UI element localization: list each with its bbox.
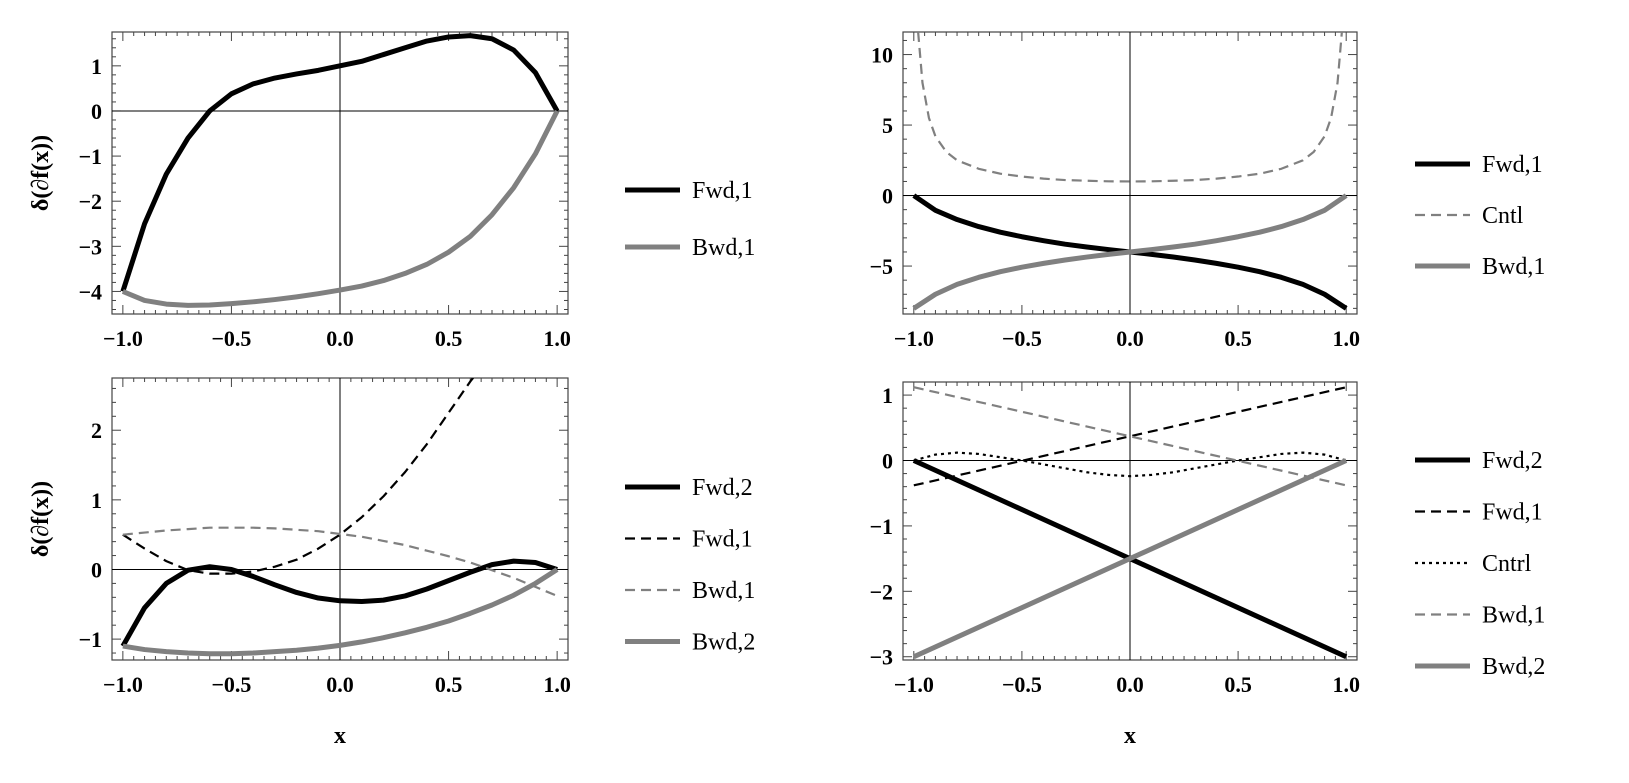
y-tick-label: −3: [869, 645, 893, 670]
series-group: [912, 32, 1348, 311]
x-tick-label: 1.0: [543, 672, 571, 697]
legend-label: Bwd,1: [1482, 603, 1545, 629]
x-tick-label: −0.5: [211, 672, 251, 697]
series-line-bwd-1: [121, 109, 560, 308]
y-tick-label: 1: [91, 488, 102, 513]
series-line-fwd-1: [122, 378, 475, 575]
y-tick-label: −1: [869, 514, 893, 539]
y-tick-label: 1: [882, 383, 893, 408]
series-line-fwd-1: [913, 386, 1347, 487]
series-line-bwd-1: [912, 193, 1348, 311]
series-group: [120, 378, 559, 657]
y-tick-label: 0: [91, 99, 102, 124]
y-tick-label: −2: [869, 579, 893, 604]
x-tick-label: −1.0: [103, 672, 143, 697]
series-group: [912, 386, 1348, 660]
legend-label: Fwd,1: [1482, 152, 1543, 178]
panel-top-right: −1.0 −0.5 0.0 0.5 1.0 −5 0 5 10 Fwd,1 Cntl Bwd,1: [869, 31, 1545, 351]
series-group: [120, 33, 560, 308]
x-tick-label: −0.5: [1002, 326, 1042, 351]
y-axis-title: δ(∂f(x)): [28, 135, 54, 211]
legend-label: Cntrl: [1482, 551, 1532, 577]
legend-label: Fwd,1: [692, 527, 753, 553]
y-tick-label: 0: [882, 448, 893, 473]
legend-label: Fwd,1: [1482, 500, 1543, 526]
legend-label: Bwd,1: [692, 578, 755, 604]
series-line-bwd-1: [122, 526, 558, 597]
series-line-bwd-1: [913, 386, 1347, 487]
legend-label: Fwd,1: [692, 178, 753, 204]
x-axis-title: x: [1124, 723, 1136, 749]
legend-label: Cntl: [1482, 203, 1524, 229]
x-tick-label: 1.0: [543, 326, 571, 351]
y-tick-label: 2: [91, 418, 102, 443]
y-tick-label: −5: [869, 254, 893, 279]
x-tick-label: 0.5: [1224, 326, 1252, 351]
panel-bottom-left: −1.0 −0.5 0.0 0.5 1.0 −1 0 1 2 δ(∂f(x)) x Fwd,2 Fwd,…: [28, 377, 755, 749]
y-tick-label: −2: [78, 189, 102, 214]
x-tick-label: 0.0: [1116, 326, 1144, 351]
x-axis-title: x: [334, 723, 346, 749]
panel-bottom-right: −1.0 −0.5 0.0 0.5 1.0 −3 −2 −1 0 1 x Fwd,2 Fwd,1 Cntr…: [869, 381, 1545, 749]
y-tick-label: −1: [78, 144, 102, 169]
legend-label: Fwd,2: [692, 475, 753, 501]
x-tick-label: 0.5: [1224, 672, 1252, 697]
x-tick-label: 0.5: [435, 326, 463, 351]
series-line-fwd-1: [120, 33, 560, 293]
series-line-cntrl: [913, 451, 1347, 478]
legend-label: Bwd,2: [692, 630, 755, 656]
legend-label: Bwd,1: [692, 235, 755, 261]
series-line-fwd-2: [120, 558, 558, 648]
x-tick-label: −1.0: [894, 672, 934, 697]
y-tick-label: −4: [78, 279, 102, 304]
panel-top-left: −1.0 −0.5 0.0 0.5 1.0 −4 −3 −2 −1 0 1 δ(∂f(x)) Fwd,1…: [28, 31, 755, 351]
series-line-bwd-2: [912, 458, 1348, 660]
y-tick-label: −1: [78, 627, 102, 652]
series-line-cntl: [917, 32, 1343, 183]
x-tick-label: 0.0: [326, 326, 354, 351]
x-tick-label: 0.5: [435, 672, 463, 697]
y-tick-label: 0: [91, 557, 102, 582]
legend-label: Bwd,2: [1482, 654, 1545, 680]
y-tick-label: 0: [882, 184, 893, 209]
series-line-bwd-2: [122, 567, 559, 657]
x-tick-label: −1.0: [103, 326, 143, 351]
x-tick-label: 1.0: [1332, 326, 1360, 351]
x-tick-label: −0.5: [1002, 672, 1042, 697]
x-tick-label: 1.0: [1332, 672, 1360, 697]
y-tick-label: 1: [91, 54, 102, 79]
y-tick-label: 5: [882, 113, 893, 138]
legend-label: Bwd,1: [1482, 254, 1545, 280]
y-axis-title: δ(∂f(x)): [28, 481, 54, 557]
y-tick-label: −3: [78, 234, 102, 259]
x-tick-label: −0.5: [211, 326, 251, 351]
legend-label: Fwd,2: [1482, 448, 1543, 474]
x-tick-label: 0.0: [326, 672, 354, 697]
x-tick-label: −1.0: [894, 326, 934, 351]
y-tick-label: 10: [871, 43, 893, 68]
x-tick-label: 0.0: [1116, 672, 1144, 697]
